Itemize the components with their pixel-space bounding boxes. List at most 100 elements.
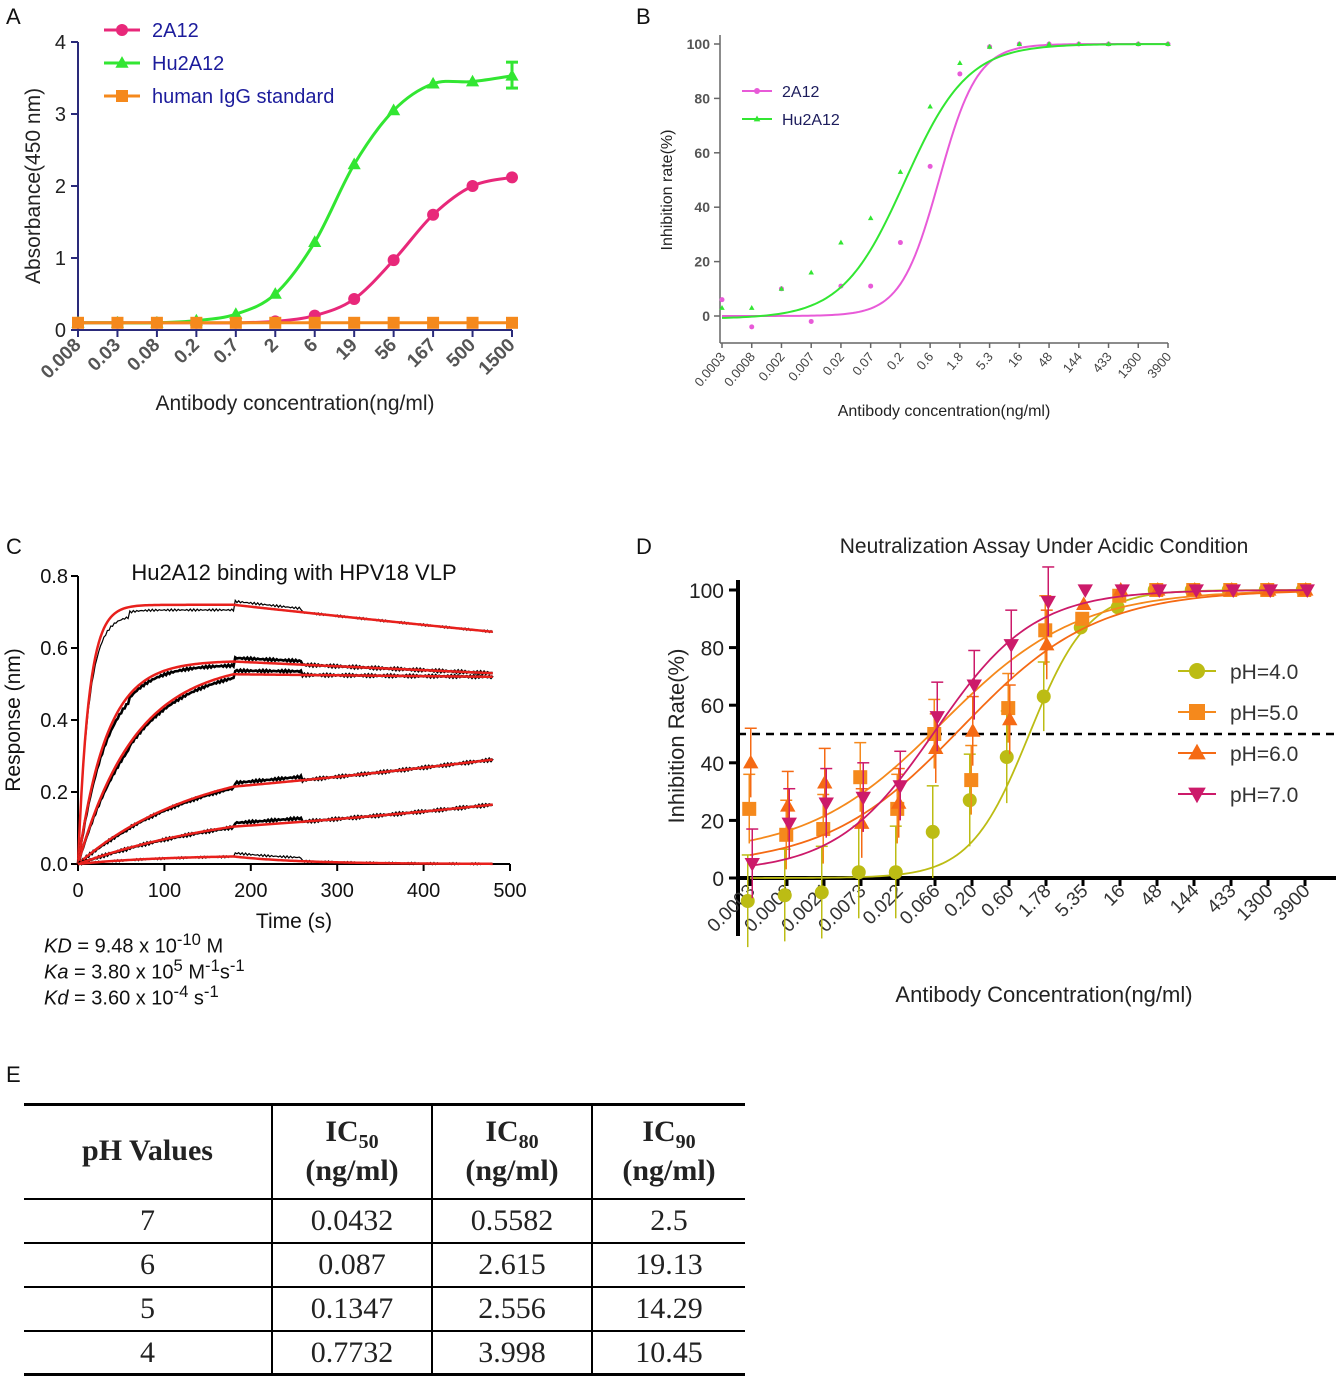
data-point [853,770,868,785]
y-tick-label: 0.0 [40,854,68,876]
legend-label: 2A12 [782,84,819,101]
data-point [814,885,829,900]
y-tick-label: 20 [701,810,724,833]
x-tick-label: 433 [1089,349,1114,375]
data-point [190,316,203,329]
data-point [1003,639,1019,653]
legend-marker [1188,743,1206,760]
y-tick-label: 0.6 [40,638,68,660]
data-point [229,316,242,329]
x-tick-label: 1500 [475,335,520,380]
x-tick-label: 2 [260,335,282,357]
chart-c: 0.0 0.2 0.4 0.6 0.8 0 100 200 300 400 500 Time (s) R… [2,560,527,933]
fit-curve [749,589,1306,867]
x-tick-label: 19 [332,335,362,365]
cell-ic50: 0.0432 [271,1199,432,1244]
data-point [897,240,903,246]
data-point [1036,689,1051,704]
data-point [867,215,874,221]
header-ph: pH Values [24,1104,272,1200]
data-point [929,711,945,725]
data-point [778,285,785,291]
data-point [1016,41,1023,46]
x-tick-label: 0.0008 [721,349,758,389]
data-point [1002,711,1018,726]
x-tick-label: 200 [234,880,267,902]
y-tick-label: 3 [55,104,66,126]
data-point [308,235,322,247]
data-point [719,297,725,303]
data-point [740,894,755,909]
data-point [855,791,871,806]
data-point [743,754,759,769]
cell-ic90: 10.45 [591,1331,745,1376]
data-point [150,316,163,329]
y-axis-title: Inhibition rate(%) [659,130,676,251]
series-line [78,175,513,325]
legend-marker [753,115,761,122]
fit-curve [77,855,493,866]
x-tick-label: 0.0003 [691,349,728,389]
data-point [925,824,940,839]
data-point [506,316,518,329]
legend-marker [1188,787,1206,804]
data-point [927,163,933,169]
legend-marker [115,56,129,68]
fit-curve [749,590,1306,842]
y-axis-title: Response (nm) [2,648,25,792]
x-tick-label: 0.07 [849,349,877,378]
cell-ic90: 14.29 [591,1287,745,1332]
kinetics-kd: KD = 9.48 x 10-10 M [44,930,224,958]
data-point [1225,584,1241,599]
fit-curve [749,590,1306,856]
table-header-row: pH Values IC50 (ng/ml) IC80 (ng/ml) IC90 (n… [24,1104,745,1200]
y-tick-label: 0 [712,868,724,891]
data-point [1110,600,1125,615]
x-tick-label: 1.8 [943,349,966,372]
y-tick-label: 40 [694,199,710,215]
y-tick-label: 20 [694,254,710,270]
data-point [808,318,814,324]
fit-curve [721,43,1169,319]
panel-label-e: E [6,1062,21,1087]
x-tick-label: 0.022 [859,881,907,929]
data-point [891,795,907,809]
kinetics-kdis: Kd = 3.60 x 10-4 s-1 [44,982,219,1010]
legend-marker [116,24,128,36]
legend-marker [116,90,128,102]
x-tick-label: 0.60 [978,881,1019,922]
table-bottom-rule [24,1373,745,1376]
data-point [466,180,479,192]
y-tick-label: 60 [701,695,724,718]
data-point [1076,41,1082,46]
data-point [966,679,982,694]
data-point [986,43,993,49]
panel-label-c: C [6,534,22,559]
data-trace [76,655,493,864]
data-point [348,316,361,329]
x-tick-label: 48 [1035,349,1056,370]
fit-curve [76,603,493,865]
x-tick-label: 0.002 [755,349,787,384]
data-point [719,304,725,310]
header-ic50: IC50 (ng/ml) [271,1104,432,1200]
data-point [506,171,518,184]
data-point [999,750,1014,765]
x-tick-label: 5.3 [973,349,996,372]
data-point [957,60,963,66]
panel-label-a: A [6,4,21,29]
x-tick-label: 16 [1100,881,1130,911]
data-point [387,103,401,116]
data-point [465,74,480,87]
cell-ic50: 0.087 [271,1243,432,1288]
data-point [927,103,933,109]
data-point [268,287,282,299]
legend-label: human IgG standard [152,86,334,108]
cell-ph: 5 [24,1287,272,1332]
data-point [1165,41,1171,46]
table-row: 4 0.7732 3.998 10.45 [24,1331,745,1376]
data-point [818,797,834,812]
legend-label: Hu2A12 [782,112,840,129]
data-point [742,801,757,816]
